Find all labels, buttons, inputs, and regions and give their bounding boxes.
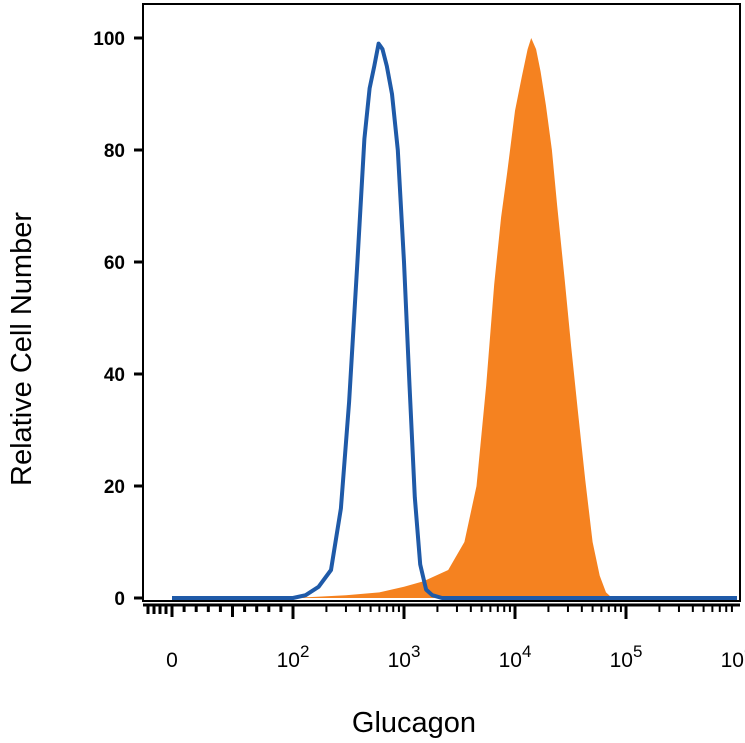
x-tick-label: 103 [388, 642, 421, 672]
y-axis: 0 20 40 60 80 100 [93, 29, 143, 610]
series-layer [172, 38, 737, 600]
y-tick-label: 60 [104, 253, 125, 274]
x-axis: 0 102 103 104 105 106 [143, 603, 745, 672]
series-filled-histogram [172, 38, 737, 598]
y-tick-label: 80 [104, 141, 125, 162]
x-tick-label: 105 [610, 642, 643, 672]
x-tick-label: 106 [721, 642, 745, 672]
y-tick-label: 100 [93, 29, 125, 50]
x-axis-title: Glucagon [352, 707, 476, 739]
x-tick-label: 104 [499, 642, 532, 672]
y-tick-label: 40 [104, 365, 125, 386]
series-outline-histogram [172, 41, 737, 600]
y-tick-label: 0 [114, 589, 125, 610]
plot-frame [142, 3, 741, 602]
x-tick-label: 0 [166, 649, 178, 672]
y-tick-label: 20 [104, 477, 125, 498]
y-axis-title: Relative Cell Number [6, 212, 38, 486]
x-tick-label: 102 [277, 642, 310, 672]
